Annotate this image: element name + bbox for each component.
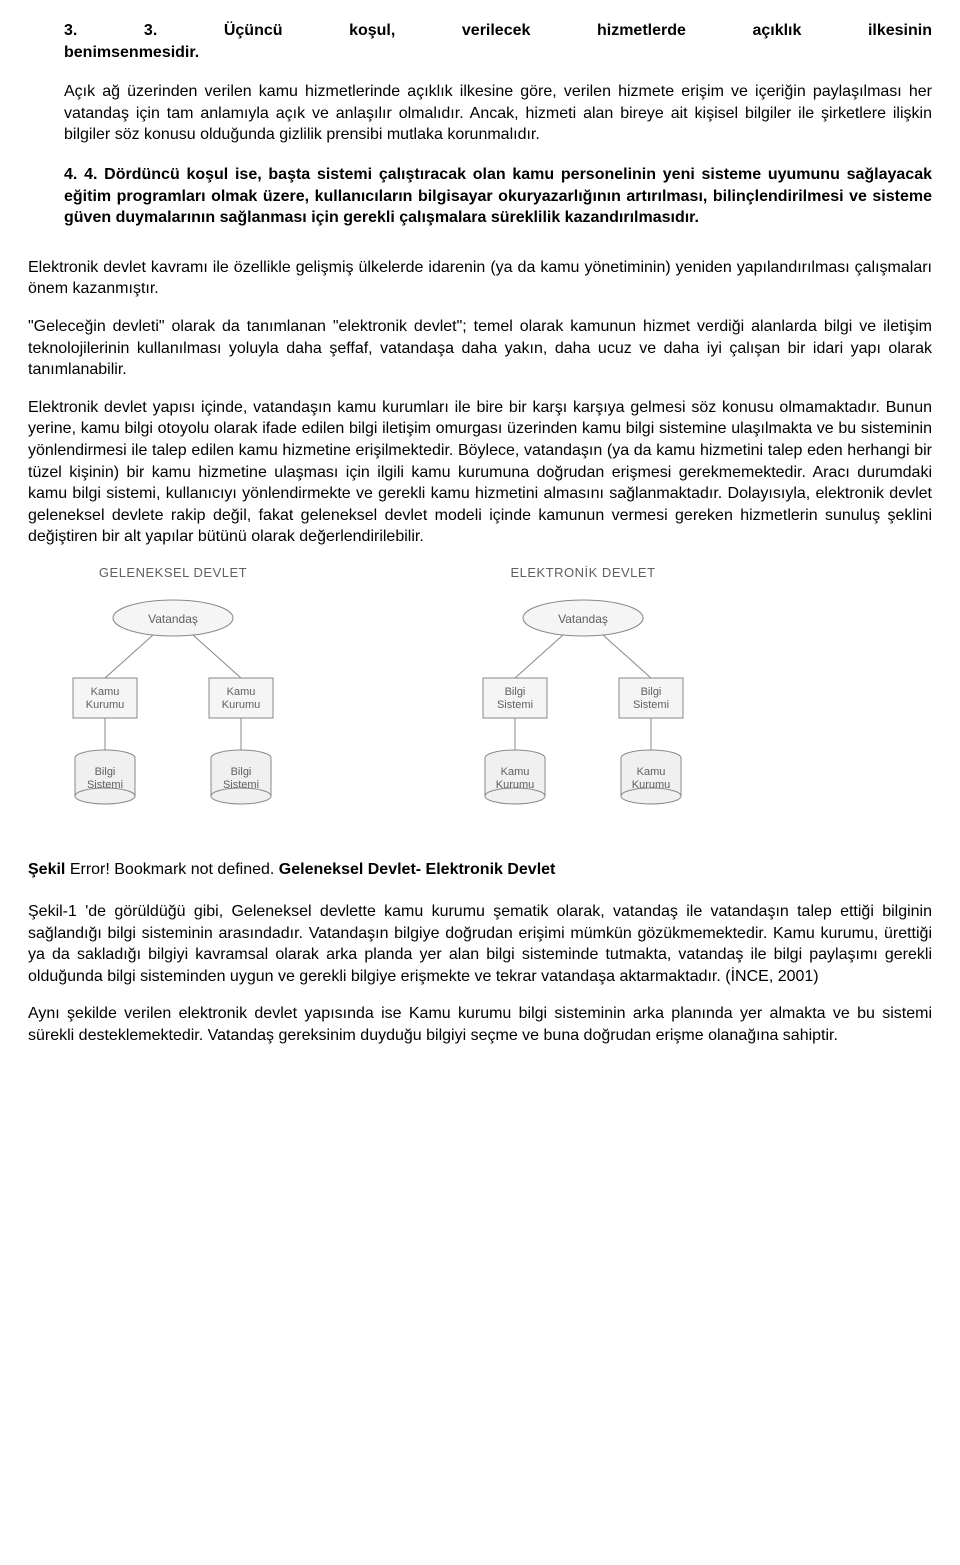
- diagram-right-title: ELEKTRONİK DEVLET: [510, 564, 655, 582]
- svg-text:Sistemi: Sistemi: [633, 699, 669, 711]
- node-vatandas-right: Vatandaş: [558, 612, 608, 626]
- section3-heading-line2: benimsenmesidir.: [64, 44, 199, 61]
- node-vatandas-left: Vatandaş: [148, 612, 198, 626]
- paragraph-2: "Geleceğin devleti" olarak da tanımlanan…: [28, 316, 932, 381]
- cylinder-right-2: Kamu Kurumu: [621, 750, 681, 804]
- svg-text:Bilgi: Bilgi: [641, 686, 662, 698]
- diagram-left-title: GELENEKSEL DEVLET: [99, 564, 247, 582]
- paragraph-4: Şekil-1 'de görüldüğü gibi, Geleneksel d…: [28, 901, 932, 987]
- section3-heading: 3. 3. Üçüncü koşul, verilecek hizmetlerd…: [28, 20, 932, 63]
- section3-body: Açık ağ üzerinden verilen kamu hizmetler…: [28, 81, 932, 146]
- figure-caption: Şekil Error! Bookmark not defined. Gelen…: [28, 859, 932, 881]
- svg-text:Bilgi: Bilgi: [95, 766, 116, 778]
- svg-text:Bilgi: Bilgi: [231, 766, 252, 778]
- caption-suffix: Geleneksel Devlet- Elektronik Devlet: [274, 861, 555, 878]
- section4-body: 4. 4. Dördüncü koşul ise, başta sistemi …: [28, 164, 932, 229]
- diagram-right-svg: Vatandaş Bilgi Sistemi Bilgi Sistemi: [453, 593, 713, 823]
- svg-text:Sistemi: Sistemi: [497, 699, 533, 711]
- paragraph-1: Elektronik devlet kavramı ile özellikle …: [28, 257, 932, 300]
- section3-heading-line1: 3. 3. Üçüncü koşul, verilecek hizmetlerd…: [64, 20, 932, 42]
- diagram-left: GELENEKSEL DEVLET Vatandaş Kamu Kurumu K…: [28, 564, 318, 824]
- cylinder-left-1: Bilgi Sistemi: [75, 750, 135, 804]
- svg-text:Sistemi: Sistemi: [223, 779, 259, 791]
- svg-text:Kurumu: Kurumu: [222, 699, 261, 711]
- svg-text:Bilgi: Bilgi: [505, 686, 526, 698]
- svg-text:Kamu: Kamu: [91, 686, 120, 698]
- comparison-diagram: GELENEKSEL DEVLET Vatandaş Kamu Kurumu K…: [28, 564, 932, 824]
- svg-text:Kamu: Kamu: [637, 766, 666, 778]
- diagram-right: ELEKTRONİK DEVLET Vatandaş Bilgi Sistemi…: [438, 564, 728, 824]
- svg-text:Kamu: Kamu: [501, 766, 530, 778]
- svg-text:Kurumu: Kurumu: [632, 779, 671, 791]
- svg-text:Kurumu: Kurumu: [86, 699, 125, 711]
- cylinder-right-1: Kamu Kurumu: [485, 750, 545, 804]
- svg-text:Kamu: Kamu: [227, 686, 256, 698]
- svg-text:Kurumu: Kurumu: [496, 779, 535, 791]
- caption-prefix: Şekil: [28, 861, 70, 878]
- paragraph-3: Elektronik devlet yapısı içinde, vatanda…: [28, 397, 932, 548]
- paragraph-5: Aynı şekilde verilen elektronik devlet y…: [28, 1003, 932, 1046]
- cylinder-left-2: Bilgi Sistemi: [211, 750, 271, 804]
- caption-error: Error! Bookmark not defined.: [70, 861, 275, 878]
- diagram-left-svg: Vatandaş Kamu Kurumu Kamu Kurumu: [43, 593, 303, 823]
- svg-text:Sistemi: Sistemi: [87, 779, 123, 791]
